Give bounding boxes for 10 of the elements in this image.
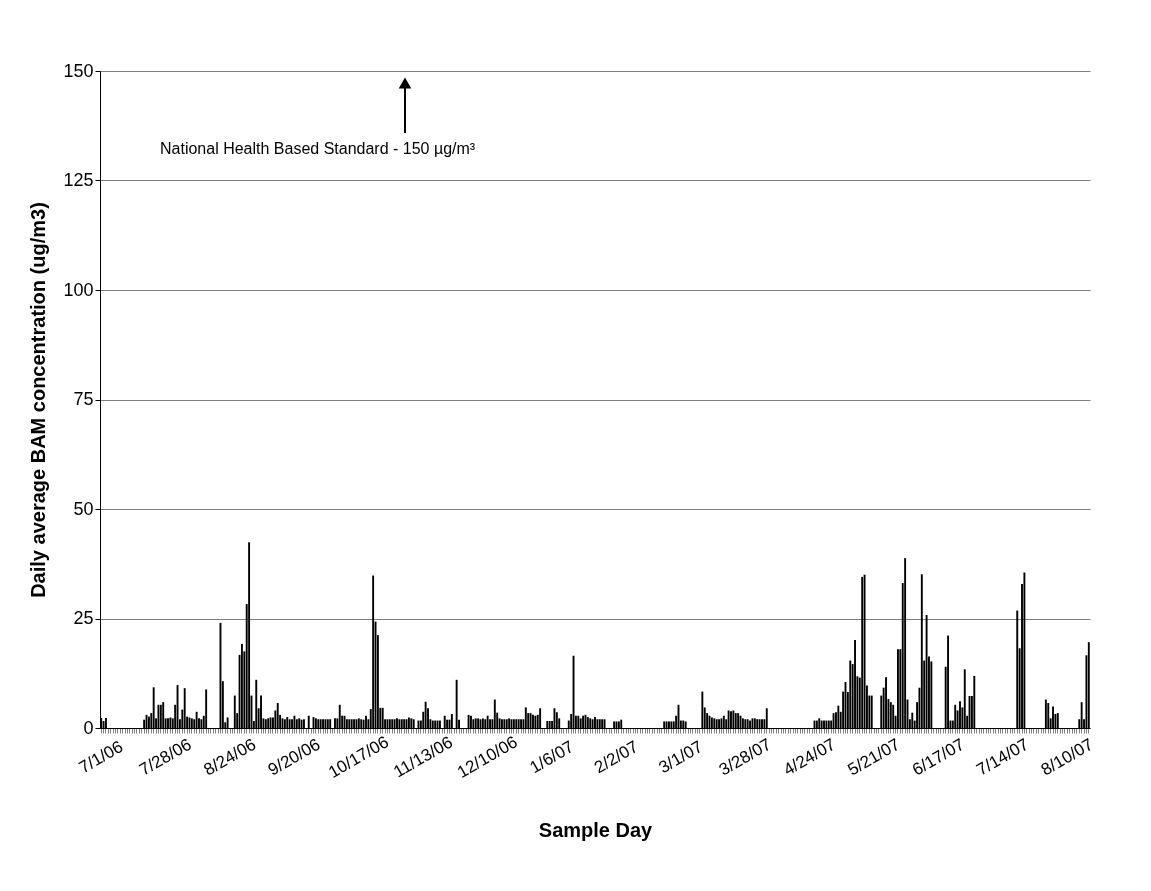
y-tick-label: 0 <box>83 717 94 738</box>
y-tick-label: 150 <box>63 60 94 81</box>
x-axis-title: Sample Day <box>538 818 654 841</box>
y-axis-title: Daily average BAM concentration (ug/m3) <box>27 202 50 598</box>
y-tick-label: 100 <box>63 279 94 300</box>
y-tick-label: 50 <box>73 498 94 519</box>
y-tick-label: 75 <box>73 389 94 409</box>
y-tick-label: 125 <box>63 170 94 190</box>
annotation: National Health Based Standard - 150 µg/m³ <box>160 140 476 157</box>
y-tick-label: 25 <box>73 608 94 628</box>
